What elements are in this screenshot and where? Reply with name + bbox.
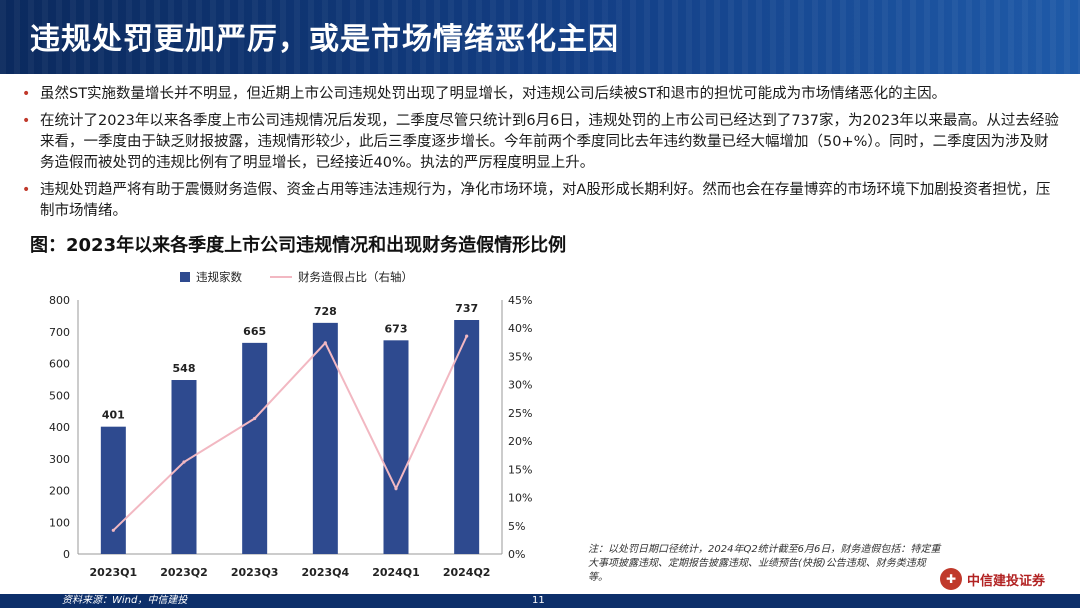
bar (100, 426, 126, 554)
y-tick-label: 800 (49, 294, 70, 307)
legend-bar-swatch (180, 272, 190, 282)
y2-tick-label: 25% (508, 407, 532, 420)
bar-data-label: 737 (455, 302, 478, 315)
bar-data-label: 665 (243, 325, 266, 338)
x-tick-label: 2023Q4 (302, 566, 350, 579)
bullet-dot-icon: • (22, 113, 31, 129)
y2-tick-label: 45% (508, 294, 532, 307)
x-tick-label: 2023Q2 (160, 566, 208, 579)
x-tick-label: 2023Q1 (90, 566, 138, 579)
bullet-dot-icon: • (22, 182, 31, 198)
legend-bar-label: 违规家数 (196, 270, 242, 284)
y2-tick-label: 30% (508, 379, 532, 392)
chart-note: 注：以处罚日期口径统计，2024年Q2统计截至6月6日，财务造假包括：特定重大事… (588, 544, 941, 583)
bar-data-label: 401 (102, 409, 125, 422)
bar-data-label: 728 (314, 305, 337, 318)
line-point (111, 528, 115, 532)
y-tick-label: 100 (49, 516, 70, 529)
bar (242, 342, 268, 554)
y-tick-label: 600 (49, 358, 70, 371)
y2-tick-label: 5% (508, 520, 525, 533)
x-tick-label: 2023Q3 (231, 566, 279, 579)
y-tick-label: 300 (49, 453, 70, 466)
x-tick-label: 2024Q1 (372, 566, 420, 579)
bar (312, 322, 338, 554)
bar (383, 340, 409, 554)
bar-data-label: 548 (173, 362, 196, 375)
y2-tick-label: 35% (508, 350, 532, 363)
bullet-list: • 虽然ST实施数量增长并不明显，但近期上市公司违规处罚出现了明显增长，对违规公司… (18, 84, 1063, 228)
y2-tick-label: 20% (508, 435, 532, 448)
line-point (253, 416, 257, 421)
footer-bar (0, 594, 1080, 608)
bullet-dot-icon: • (22, 86, 31, 102)
y2-tick-label: 40% (508, 322, 532, 335)
logo-icon: ✚ (940, 568, 962, 590)
bar (171, 380, 197, 554)
line-series (112, 335, 468, 532)
y-tick-label: 200 (49, 485, 70, 498)
figure-title: 图：2023年以来各季度上市公司违规情况和出现财务造假情形比例 (30, 235, 567, 256)
y-tick-label: 500 (49, 389, 70, 402)
x-tick-label: 2024Q2 (443, 566, 491, 579)
page-number: 11 (532, 595, 545, 606)
y-tick-label: 400 (49, 421, 70, 434)
bullet-item: • 虽然ST实施数量增长并不明显，但近期上市公司违规处罚出现了明显增长，对违规公司… (18, 84, 1063, 105)
bar-data-label: 673 (385, 322, 408, 335)
line-point (394, 486, 398, 491)
line-point (465, 334, 469, 338)
source-text: 资料来源：Wind，中信建投 (62, 595, 188, 606)
y2-tick-label: 15% (508, 463, 532, 476)
brand-logo: ✚ 中信建投证券 (940, 566, 1045, 592)
bullet-item: • 违规处罚趋严将有助于震慑财务造假、资金占用等违法违规行为，净化市场环境，对A股… (22, 182, 1051, 219)
logo-name: 中信建投证券 (967, 573, 1046, 589)
header-banner: 违规处罚更加严厉，或是市场情绪恶化主因 (0, 0, 1080, 74)
bullet-item: • 在统计了2023年以来各季度上市公司违规情况后发现，二季度尽管只统计到6月6日… (22, 113, 1059, 171)
combo-chart: 违规家数 财务造假占比（右轴） 0 100 200 300 400 500 600 700 800 0… (49, 270, 532, 579)
line-point (182, 460, 186, 464)
y2-tick-label: 10% (508, 492, 532, 505)
line-point (323, 341, 327, 345)
bar (454, 320, 480, 554)
y2-tick-label: 0% (508, 548, 525, 561)
legend-line-label: 财务造假占比（右轴） (298, 270, 413, 284)
y-tick-label: 700 (49, 326, 70, 339)
page-title: 违规处罚更加严厉，或是市场情绪恶化主因 (30, 22, 619, 57)
y-tick-label: 0 (63, 548, 70, 561)
